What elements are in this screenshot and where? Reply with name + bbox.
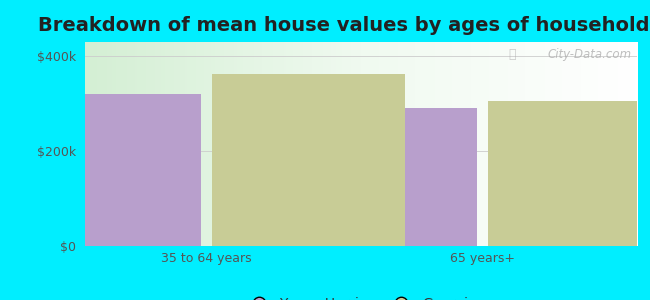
Title: Breakdown of mean house values by ages of householders: Breakdown of mean house values by ages o… <box>38 16 650 35</box>
Legend: Young Harris, Georgia: Young Harris, Georgia <box>239 292 482 300</box>
Text: ⓘ: ⓘ <box>508 48 515 61</box>
Bar <box>7 94 200 246</box>
Bar <box>488 101 650 246</box>
Bar <box>283 108 476 246</box>
Text: City-Data.com: City-Data.com <box>547 48 632 61</box>
Bar <box>212 74 405 246</box>
